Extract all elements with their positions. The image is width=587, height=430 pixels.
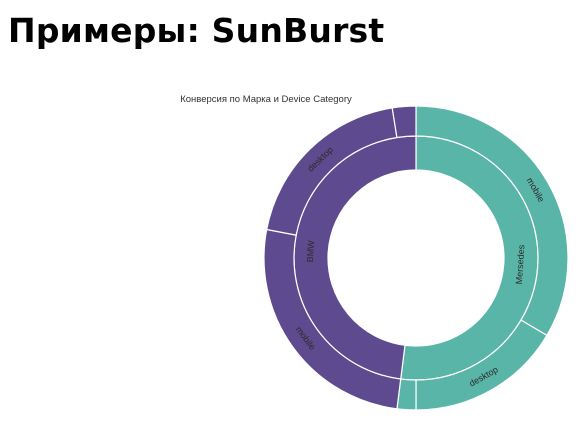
sunburst-slice-bmw-other-2[interactable] [391, 105, 417, 139]
sunburst-label-bmw: BMW [305, 240, 316, 263]
page-heading: Примеры: SunBurst [8, 11, 385, 50]
chart-title: Конверсия по Марка и Device Category [180, 94, 352, 105]
sunburst-label-mersedes: Mersedes [514, 244, 526, 285]
sunburst-arcs [263, 105, 569, 411]
